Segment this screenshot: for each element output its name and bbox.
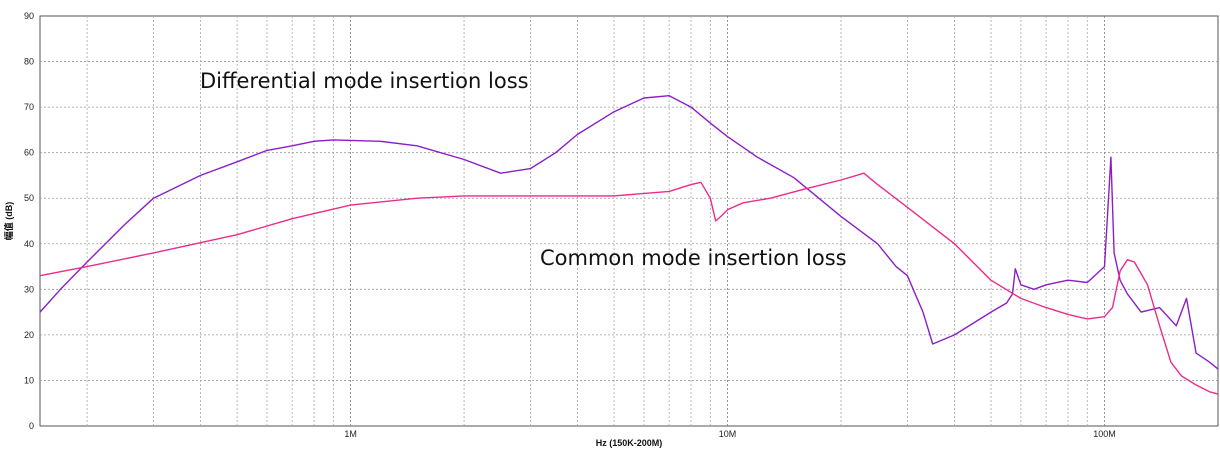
series-group [39,95,1219,395]
tick-labels: 0 10 20 30 40 50 60 70 80 90 1M 10M 100M [24,11,1116,439]
y-tick-label: 30 [24,284,34,294]
annotation-common-mode: Common mode insertion loss [540,246,847,270]
series-line-common [39,172,1219,395]
x-tick-label: 1M [344,429,357,439]
annotation-differential-mode: Differential mode insertion loss [200,69,529,93]
y-tick-label: 60 [24,148,34,158]
y-tick-label: 10 [24,375,34,385]
y-tick-label: 70 [24,102,34,112]
x-tick-label: 10M [719,429,737,439]
x-tick-label: 100M [1093,429,1116,439]
y-tick-label: 0 [29,421,34,431]
y-tick-label: 20 [24,330,34,340]
plot-area [39,15,1219,427]
grid [40,16,1218,426]
series-line-differential [39,95,1219,370]
y-tick-label: 90 [24,11,34,21]
y-tick-label: 80 [24,57,34,67]
y-tick-label: 40 [24,239,34,249]
x-axis-title: Hz (150K-200M) [596,438,663,448]
y-axis-title: 幅值 (dB) [3,202,14,241]
y-tick-label: 50 [24,193,34,203]
